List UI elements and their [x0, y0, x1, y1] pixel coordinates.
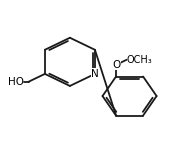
- Text: O: O: [112, 60, 120, 70]
- Text: OCH₃: OCH₃: [127, 55, 152, 65]
- Text: HO: HO: [8, 77, 24, 87]
- Text: N: N: [91, 69, 99, 79]
